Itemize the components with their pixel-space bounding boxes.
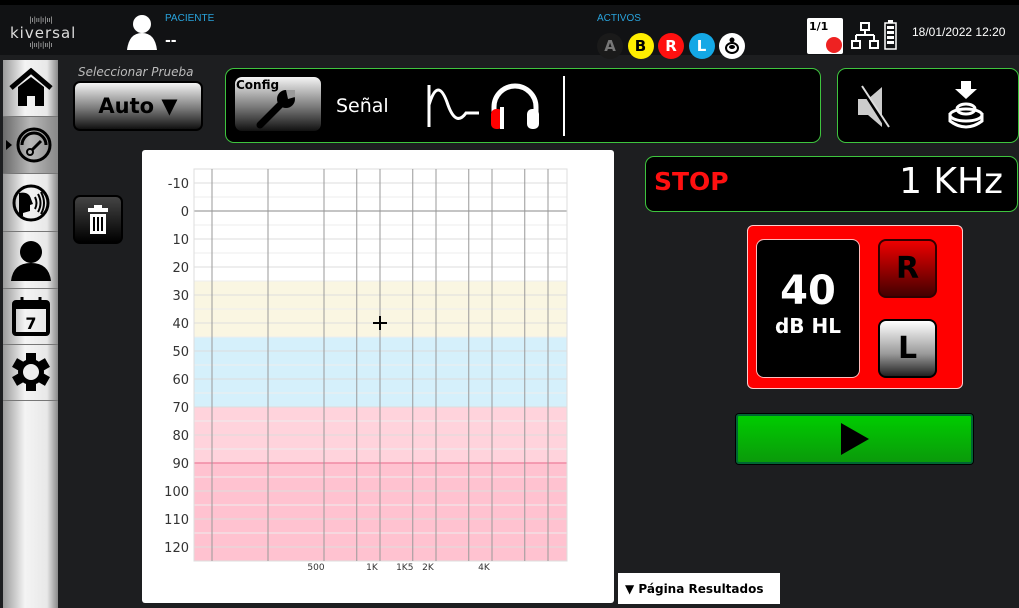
session-counter: 1/1 [809,20,829,33]
top-bar: |ı|ıı|ı|ıı| kiversal ı|ıı|ı|ıı|ı PACIENT… [0,0,1019,59]
speaker-muted-icon[interactable] [856,83,892,131]
sidebar-item-speech[interactable] [3,175,58,232]
results-page-tab[interactable]: ▼ Página Resultados [618,573,780,604]
session-folder-icon[interactable]: 1/1 [807,18,843,54]
level-value: 40 [780,268,836,314]
y-tick-label: 110 [164,513,189,528]
sidebar-item-settings[interactable] [3,344,58,401]
play-button[interactable] [736,414,973,464]
sidebar-item-audiometry[interactable] [3,117,58,174]
sidebar-item-calendar[interactable]: 7 [3,288,58,345]
y-tick-label: 90 [172,457,189,472]
active-indicator-r: R [658,33,684,59]
audiogram-plot[interactable]: -10 0 10 20 30 40 50 60 70 80 90 100 110 120 500 1K 1K5 2… [142,150,614,603]
y-tick-label: 20 [172,261,189,276]
signal-label: Señal [336,95,389,117]
calendar-icon: 7 [11,297,50,336]
x-tick-label: 1K5 [396,563,413,573]
x-tick-label: 4K [478,563,491,573]
sidebar-item-home[interactable] [3,60,58,117]
config-label: Config [236,78,280,92]
active-indicator-a: A [597,33,623,59]
wrench-icon [256,90,295,129]
active-label: ACTIVOS [597,13,641,24]
active-indicator-b: B [627,33,654,59]
delete-button[interactable] [73,195,123,244]
calendar-day: 7 [25,314,36,333]
x-tick-label: 1K [366,563,379,573]
x-tick-label: 2K [422,563,435,573]
speech-icon [12,184,49,222]
y-tick-label: 0 [181,205,189,220]
gear-icon [11,353,50,391]
y-tick-label: 30 [172,289,189,304]
y-tick-label: 50 [172,345,189,360]
threshold-marker-cross [373,316,387,330]
sidebar: 7 [3,60,58,608]
patient-label: PACIENTE [165,13,215,24]
pure-tone-icon[interactable] [426,83,481,129]
signal-config-panel: Config Señal [225,68,821,143]
y-tick-label: -10 [168,177,189,192]
response-button-icon [719,33,745,59]
test-select-label: Seleccionar Prueba [78,65,194,79]
left-ear-button[interactable]: L [878,319,937,378]
y-tick-label: 40 [172,317,189,332]
frequency-display: 1 KHz [899,161,1003,202]
y-tick-label: 70 [172,401,189,416]
level-unit: dB HL [774,314,841,338]
play-icon [840,423,869,455]
trash-icon [88,204,108,234]
logo: |ı|ıı|ı|ıı| kiversal ı|ıı|ı|ıı|ı [10,16,77,49]
headphones-icon[interactable] [488,81,542,131]
home-icon [8,68,53,106]
level-display: 40 dB HL [756,239,860,378]
config-button[interactable]: Config [235,77,321,131]
y-tick-label: 60 [172,373,189,388]
level-panel: 40 dB HL R L [747,225,963,389]
y-tick-label: 120 [164,541,189,556]
y-tick-label: 10 [172,233,189,248]
battery-icon [884,20,897,50]
sidebar-item-patient[interactable] [3,232,58,289]
x-tick-label: 500 [307,563,324,573]
controls-panel [837,68,1019,143]
divider [563,76,565,136]
user-icon [10,241,51,281]
y-tick-label: 100 [164,485,189,500]
y-tick-label: 80 [172,429,189,444]
active-indicator-l: L [688,33,715,59]
status-panel: STOP 1 KHz [645,156,1018,212]
right-ear-button[interactable]: R [878,239,937,298]
network-icon [851,22,879,49]
test-select-dropdown[interactable]: Auto ▼ [73,81,203,131]
patient-value: -- [165,33,177,49]
status-state: STOP [654,167,729,196]
logo-text: kiversal [10,24,77,42]
response-button-icon[interactable] [946,79,986,131]
patient-icon [127,15,157,50]
audiogram-chart[interactable]: -10 0 10 20 30 40 50 60 70 80 90 100 110 120 500 1K 1K5 2… [142,150,614,603]
datetime: 18/01/2022 12:20 [912,25,1006,39]
gauge-icon [5,127,51,163]
